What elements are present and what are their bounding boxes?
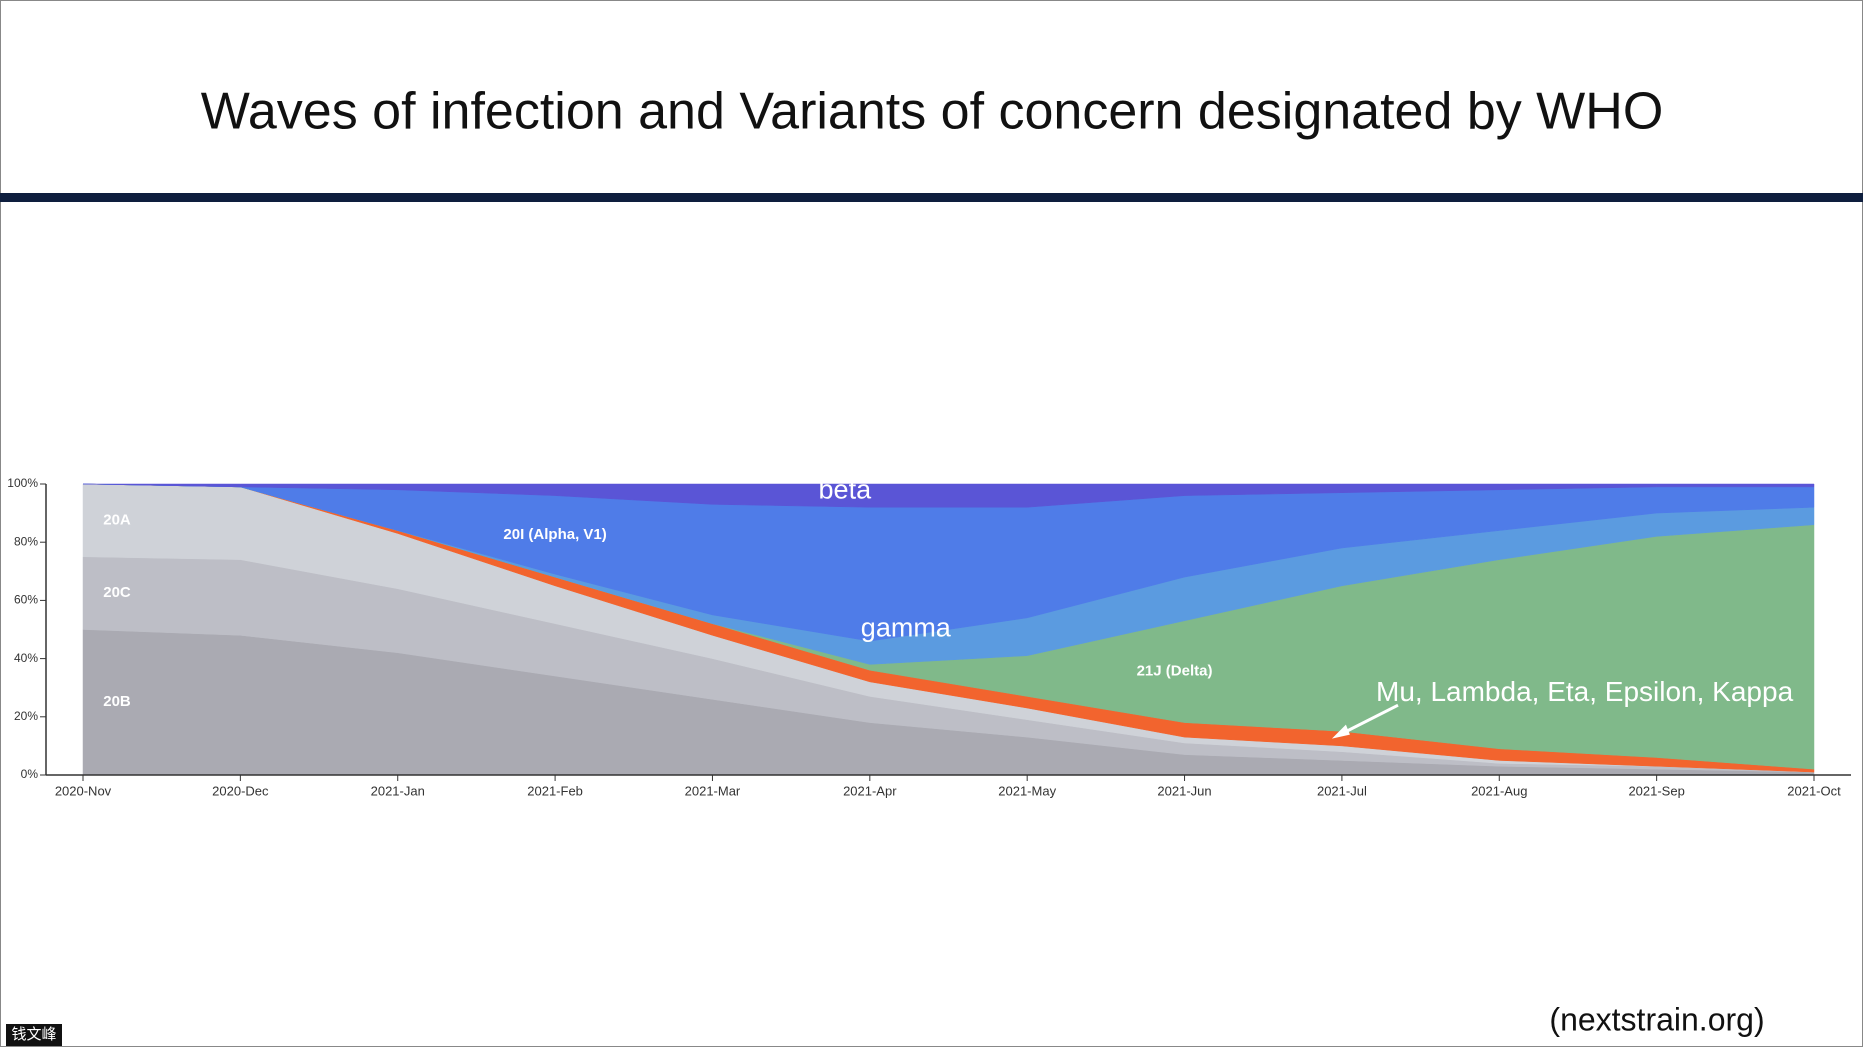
x-tick-label: 2021-Jun bbox=[1157, 783, 1211, 798]
title-rule bbox=[0, 193, 1863, 202]
series-label: 20B bbox=[103, 693, 131, 710]
y-tick-label: 0% bbox=[21, 767, 39, 781]
x-tick-label: 2020-Dec bbox=[212, 783, 269, 798]
series-label: 20C bbox=[103, 584, 131, 601]
x-tick-label: 2021-Mar bbox=[685, 783, 741, 798]
area-band bbox=[82, 483, 1815, 508]
x-tick-label: 2020-Nov bbox=[55, 783, 112, 798]
x-tick-label: 2021-Feb bbox=[527, 783, 583, 798]
watermark: 钱文峰 bbox=[11, 1026, 56, 1043]
x-tick-label: 2021-Oct bbox=[1787, 783, 1841, 798]
series-label: beta bbox=[819, 474, 873, 504]
label-arrow bbox=[1339, 703, 1399, 736]
series-label: 20A bbox=[103, 511, 131, 528]
series-label: 20I (Alpha, V1) bbox=[503, 526, 606, 543]
source: (nextstrain.org) bbox=[1549, 1001, 1764, 1037]
x-tick-label: 2021-Jul bbox=[1317, 783, 1367, 798]
slide-title: Waves of infection and Variants of conce… bbox=[201, 83, 1664, 141]
series-label: 21J (Delta) bbox=[1137, 663, 1213, 680]
y-tick-label: 80% bbox=[14, 534, 38, 548]
x-tick-label: 2021-Jan bbox=[371, 783, 425, 798]
x-tick-label: 2021-Aug bbox=[1471, 783, 1527, 798]
label-arrowhead bbox=[1331, 724, 1350, 739]
x-tick-label: 2021-Apr bbox=[843, 783, 897, 798]
x-tick-label: 2021-May bbox=[998, 783, 1056, 798]
watermark-box bbox=[6, 1024, 62, 1046]
y-tick-label: 20% bbox=[14, 709, 38, 723]
series-label: Mu, Lambda, Eta, Epsilon, Kappa bbox=[1376, 676, 1794, 707]
y-tick-label: 100% bbox=[7, 476, 38, 490]
y-tick-label: 40% bbox=[14, 651, 38, 665]
series-label: gamma bbox=[861, 613, 952, 643]
x-tick-label: 2021-Sep bbox=[1628, 783, 1684, 798]
chart: 0% 20% 40% 60% 80% 100% 2020-Nov 2020-Dec 2021-J… bbox=[7, 474, 1851, 798]
y-tick-label: 60% bbox=[14, 593, 38, 607]
